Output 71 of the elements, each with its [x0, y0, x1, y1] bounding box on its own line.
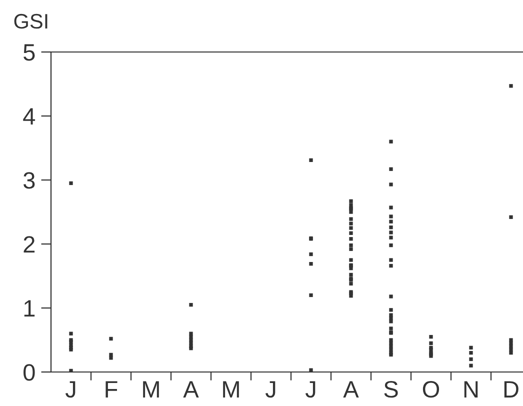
- point: [509, 215, 513, 219]
- point: [189, 302, 193, 307]
- x-tick-label: D: [504, 381, 518, 398]
- point: [389, 258, 393, 262]
- x-tick-label: A: [343, 381, 359, 398]
- x-tick-label: A: [183, 381, 199, 398]
- point: [469, 364, 473, 368]
- point: [349, 210, 353, 214]
- point: [349, 199, 353, 203]
- point: [349, 282, 353, 286]
- point: [389, 294, 393, 298]
- point: [309, 252, 313, 256]
- point: [69, 332, 73, 336]
- point: [389, 338, 393, 342]
- x-tick-label: M: [143, 381, 159, 398]
- point: [389, 140, 393, 144]
- point: [349, 217, 353, 221]
- point: [349, 294, 353, 298]
- point: [389, 167, 393, 171]
- x-tick-label: M: [223, 381, 239, 398]
- point: [349, 237, 353, 241]
- point: [389, 182, 393, 186]
- point: [69, 181, 73, 186]
- y-tick-label: 0: [24, 364, 35, 381]
- point: [509, 84, 513, 88]
- point: [349, 243, 353, 248]
- point: [469, 350, 473, 355]
- point: [509, 338, 513, 342]
- point: [349, 247, 353, 251]
- y-tick-label: 1: [24, 300, 35, 317]
- point: [389, 313, 393, 317]
- point: [389, 230, 393, 234]
- point: [389, 308, 393, 312]
- point: [309, 158, 313, 162]
- point: [349, 272, 353, 277]
- point: [429, 341, 433, 346]
- point: [109, 336, 113, 341]
- x-tick-label: F: [106, 381, 118, 398]
- y-tick-label: 3: [23, 172, 35, 189]
- point: [389, 243, 393, 248]
- point: [469, 346, 473, 350]
- point: [389, 220, 393, 224]
- point: [309, 368, 313, 372]
- point: [349, 222, 353, 226]
- x-tick-label: J: [65, 381, 76, 398]
- y-axis-title: GSI: [14, 14, 48, 29]
- y-tick-label: 2: [24, 236, 35, 253]
- x-tick-label: O: [422, 380, 440, 398]
- y-tick-label: 5: [24, 44, 35, 61]
- point: [309, 262, 313, 266]
- point: [389, 214, 393, 218]
- point: [389, 264, 393, 268]
- x-tick-label: S: [384, 380, 398, 398]
- point: [389, 206, 393, 210]
- point: [309, 293, 313, 298]
- point: [469, 357, 473, 362]
- point: [349, 226, 353, 230]
- y-tick-label: 4: [23, 108, 36, 125]
- point: [109, 356, 113, 360]
- x-tick-label: J: [305, 381, 316, 398]
- point: [429, 334, 433, 339]
- point: [349, 231, 353, 235]
- x-tick-label: J: [265, 381, 276, 398]
- x-tick-label: N: [464, 381, 478, 398]
- point: [349, 203, 353, 207]
- point: [509, 350, 513, 355]
- point: [389, 236, 393, 240]
- point: [389, 326, 393, 330]
- point: [389, 320, 393, 324]
- point: [349, 258, 353, 262]
- point: [389, 226, 393, 230]
